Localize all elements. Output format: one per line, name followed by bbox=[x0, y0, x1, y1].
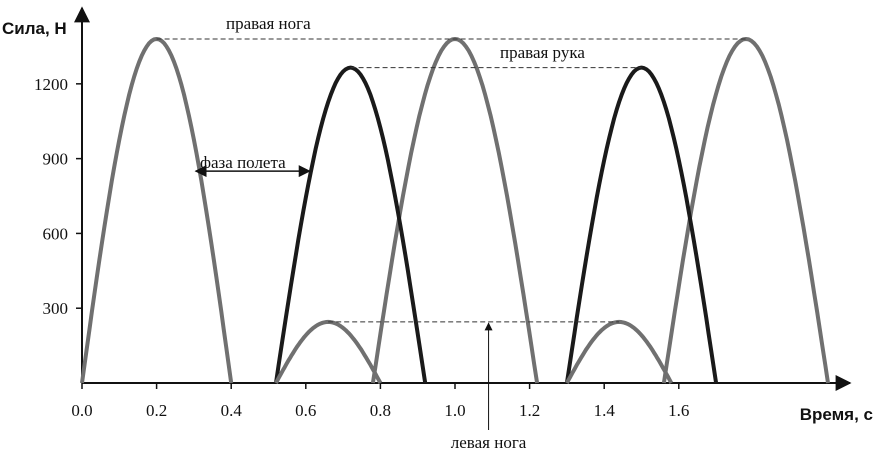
x-tick-label: 0.4 bbox=[221, 401, 243, 420]
right-leg-curve bbox=[661, 37, 830, 384]
y-axis-title: Сила, Н bbox=[2, 19, 67, 38]
x-tick-label: 1.2 bbox=[519, 401, 540, 420]
left-leg-label: левая нога bbox=[451, 433, 527, 452]
flight-phase-label: фаза полета bbox=[200, 153, 286, 172]
y-tick-label: 900 bbox=[43, 150, 69, 169]
right-leg-curve bbox=[80, 37, 234, 384]
left-leg-curve bbox=[274, 319, 383, 384]
right-arm-label: правая рука bbox=[500, 43, 585, 62]
x-tick-label: 0.2 bbox=[146, 401, 167, 420]
x-axis-title: Время, с bbox=[800, 405, 873, 424]
x-tick-label: 1.4 bbox=[594, 401, 616, 420]
x-tick-label: 1.6 bbox=[668, 401, 689, 420]
y-tick-label: 1200 bbox=[34, 75, 68, 94]
x-tick-label: 0.0 bbox=[71, 401, 92, 420]
x-tick-label: 0.6 bbox=[295, 401, 316, 420]
left-leg-curve bbox=[565, 319, 674, 384]
right-leg-label: правая нога bbox=[226, 14, 311, 33]
x-tick-label: 0.8 bbox=[370, 401, 391, 420]
x-tick-label: 1.0 bbox=[444, 401, 465, 420]
y-tick-label: 600 bbox=[43, 224, 69, 243]
y-tick-label: 300 bbox=[43, 299, 69, 318]
